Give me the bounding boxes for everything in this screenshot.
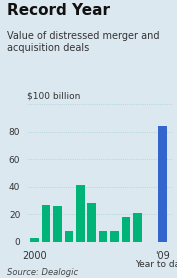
Bar (42, 205, 50, 242)
Text: $100 billion: $100 billion (27, 91, 81, 100)
Bar (30, 238, 39, 242)
Text: 2000: 2000 (22, 252, 47, 262)
Text: Value of distressed merger and
acquisition deals: Value of distressed merger and acquisiti… (7, 31, 160, 53)
Bar (65, 231, 73, 242)
Bar (133, 213, 142, 242)
Bar (87, 203, 96, 242)
Text: Source: Dealogic: Source: Dealogic (7, 268, 78, 277)
Text: '09: '09 (155, 252, 170, 262)
Bar (99, 231, 107, 242)
Bar (122, 217, 130, 242)
Bar (158, 126, 167, 242)
Bar (53, 206, 62, 242)
Text: Record Year: Record Year (7, 3, 110, 18)
Bar (110, 231, 119, 242)
Bar (76, 185, 85, 242)
Text: Year to date: Year to date (135, 260, 177, 269)
